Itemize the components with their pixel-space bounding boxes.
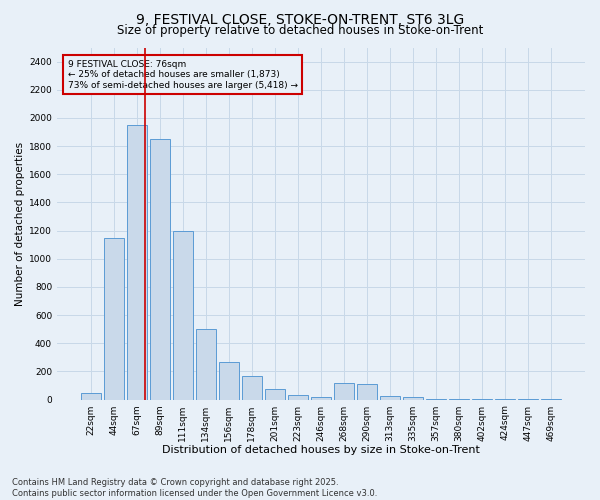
Text: 9, FESTIVAL CLOSE, STOKE-ON-TRENT, ST6 3LG: 9, FESTIVAL CLOSE, STOKE-ON-TRENT, ST6 3… [136, 12, 464, 26]
X-axis label: Distribution of detached houses by size in Stoke-on-Trent: Distribution of detached houses by size … [162, 445, 480, 455]
Text: Size of property relative to detached houses in Stoke-on-Trent: Size of property relative to detached ho… [117, 24, 483, 37]
Text: Contains HM Land Registry data © Crown copyright and database right 2025.
Contai: Contains HM Land Registry data © Crown c… [12, 478, 377, 498]
Bar [288, 394, 308, 400]
Bar [334, 382, 354, 400]
Bar [127, 125, 146, 400]
Text: 9 FESTIVAL CLOSE: 76sqm
← 25% of detached houses are smaller (1,873)
73% of semi: 9 FESTIVAL CLOSE: 76sqm ← 25% of detache… [68, 60, 298, 90]
Bar [265, 389, 285, 400]
Bar [242, 376, 262, 400]
Bar [380, 396, 400, 400]
Bar [150, 139, 170, 400]
Bar [311, 397, 331, 400]
Bar [81, 392, 101, 400]
Bar [196, 329, 215, 400]
Y-axis label: Number of detached properties: Number of detached properties [15, 142, 25, 306]
Bar [403, 397, 423, 400]
Bar [357, 384, 377, 400]
Bar [173, 230, 193, 400]
Bar [427, 399, 446, 400]
Bar [219, 362, 239, 400]
Bar [104, 238, 124, 400]
